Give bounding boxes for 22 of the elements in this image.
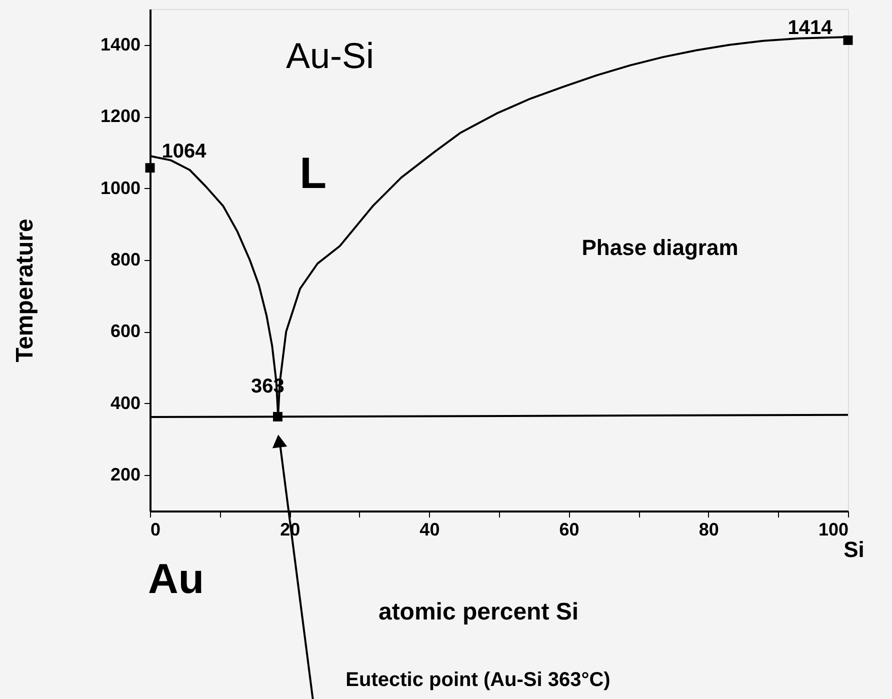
annotation: Phase diagram	[582, 235, 738, 260]
annotation: 1414	[788, 16, 834, 39]
text: Au-Si	[286, 35, 374, 76]
text: Au	[148, 555, 204, 602]
y-axis-title: Temperature	[12, 218, 38, 362]
text: Si	[844, 537, 864, 562]
x-tick-label: 60	[559, 520, 580, 540]
x-tick-label: 80	[698, 520, 719, 540]
y-tick-label: 200	[110, 464, 140, 485]
x-axis-title: atomic percent Si	[378, 598, 579, 626]
x-tick-label: 0	[150, 520, 161, 540]
y-tick-label: 1000	[100, 178, 140, 198]
y-tick-label: 1400	[100, 34, 140, 54]
y-tick-label: 400	[110, 392, 140, 413]
y-tick-label: 600	[110, 321, 140, 342]
text: Eutectic point (Au-Si 363°C)	[346, 669, 610, 691]
x-tick-label: 40	[420, 520, 440, 540]
x-tick-label: 100	[818, 520, 848, 540]
annotation: 1064	[162, 140, 208, 162]
annotation: L	[300, 149, 326, 198]
y-tick-label: 800	[110, 250, 140, 270]
y-tick-label: 1200	[100, 106, 140, 126]
